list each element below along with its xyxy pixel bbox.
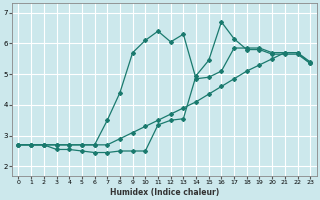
X-axis label: Humidex (Indice chaleur): Humidex (Indice chaleur) (110, 188, 219, 197)
